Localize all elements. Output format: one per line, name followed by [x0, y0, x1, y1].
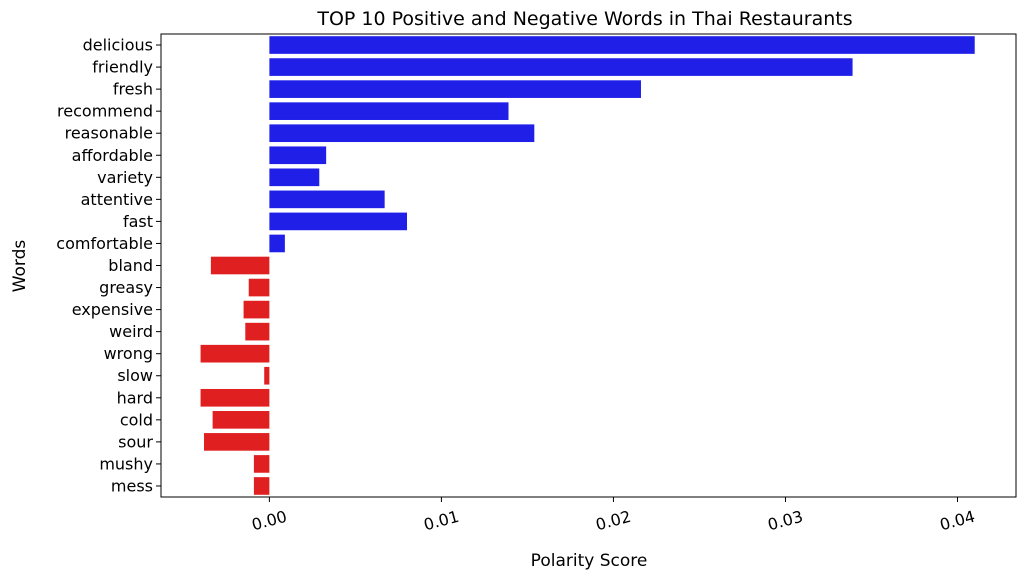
y-tick-label-fresh: fresh — [113, 80, 153, 99]
y-tick-label-reasonable: reasonable — [65, 124, 153, 143]
bar-comfortable — [269, 234, 285, 253]
bar-slow — [264, 366, 270, 385]
y-tick-label-attentive: attentive — [81, 190, 153, 209]
bar-reasonable — [269, 124, 535, 143]
y-tick-label-fast: fast — [123, 212, 153, 231]
plot-frame — [160, 33, 1017, 498]
y-tick-label-recommend: recommend — [57, 102, 153, 121]
bar-weird — [245, 322, 270, 341]
bar-variety — [269, 168, 320, 187]
bar-friendly — [269, 58, 853, 76]
bar-mess — [253, 477, 270, 495]
y-tick-label-affordable: affordable — [72, 146, 153, 165]
x-tick-label-2: 0.02 — [594, 507, 633, 535]
bars-layer — [200, 36, 975, 495]
bar-wrong — [200, 344, 270, 363]
x-tick-labels: 0.00 0.01 0.02 0.03 0.04 — [250, 497, 977, 534]
y-tick-label-friendly: friendly — [92, 58, 153, 77]
bar-recommend — [269, 102, 509, 120]
bar-sour — [204, 433, 270, 451]
y-tick-label-wrong: wrong — [104, 344, 153, 363]
y-tick-label-weird: weird — [109, 322, 153, 341]
y-tick-label-expensive: expensive — [72, 300, 153, 319]
x-tick-label-4: 0.04 — [938, 507, 977, 535]
x-tick-label-0: 0.00 — [250, 507, 289, 535]
y-tick-label-greasy: greasy — [99, 278, 153, 297]
bar-hard — [200, 388, 270, 407]
x-tick-label-3: 0.03 — [766, 507, 805, 535]
bar-fast — [269, 212, 408, 231]
y-tick-label-cold: cold — [120, 410, 153, 429]
y-axis-title: Words — [10, 240, 30, 293]
y-tick-labels: delicious friendly fresh recommend reasonabl… — [56, 36, 161, 495]
bar-greasy — [248, 278, 270, 297]
x-tick-label-1: 0.01 — [422, 507, 461, 535]
bar-mushy — [253, 455, 270, 473]
y-tick-label-mess: mess — [111, 476, 153, 495]
bar-fresh — [269, 80, 641, 98]
bar-attentive — [269, 190, 385, 209]
bar-expensive — [243, 300, 270, 319]
y-tick-label-comfortable: comfortable — [56, 234, 153, 253]
bar-cold — [212, 411, 270, 429]
y-tick-label-delicious: delicious — [83, 36, 153, 55]
y-tick-label-variety: variety — [97, 168, 153, 187]
y-tick-label-slow: slow — [117, 366, 153, 385]
y-tick-label-mushy: mushy — [99, 454, 153, 473]
bar-affordable — [269, 146, 327, 165]
x-axis-title: Polarity Score — [531, 551, 648, 571]
y-tick-label-sour: sour — [118, 432, 153, 451]
y-tick-label-bland: bland — [108, 256, 153, 275]
bar-delicious — [269, 36, 975, 54]
y-tick-label-hard: hard — [117, 388, 153, 407]
bar-bland — [210, 256, 270, 275]
chart-title: TOP 10 Positive and Negative Words in Th… — [316, 8, 852, 30]
